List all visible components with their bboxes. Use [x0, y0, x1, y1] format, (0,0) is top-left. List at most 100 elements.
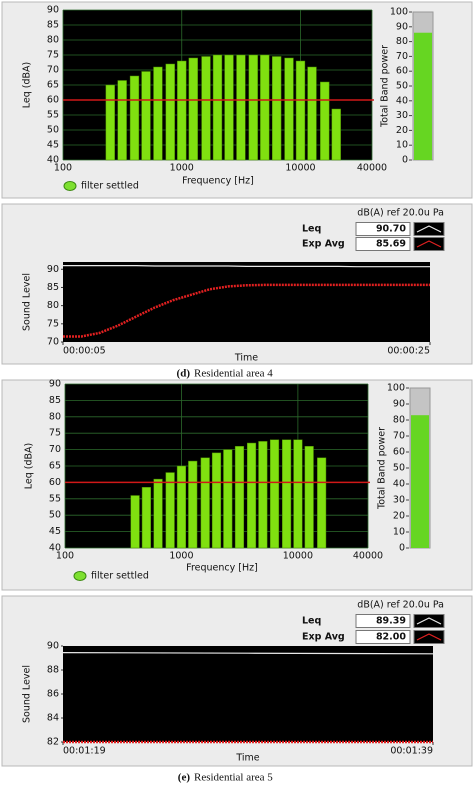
x-tick-label: 1000 [169, 551, 193, 562]
y-tick-label: 45 [47, 140, 59, 151]
y-tick-label: 45 [49, 526, 61, 537]
bar [117, 80, 127, 161]
y-tick-label: 40 [49, 543, 61, 554]
y-tick-label: 80 [47, 300, 59, 311]
bar [269, 439, 280, 549]
bar [224, 54, 234, 161]
line-swatch [413, 630, 445, 644]
x-axis-label: Time [234, 353, 258, 364]
bar [176, 465, 187, 549]
y-tick-label: 40 [393, 479, 405, 490]
bar [234, 446, 245, 549]
y-tick-label: 90 [396, 21, 408, 32]
readout-name: Leq [302, 224, 321, 235]
bar [105, 84, 115, 161]
y-tick-label: 82 [47, 737, 59, 748]
y-tick-label: 10 [393, 527, 405, 538]
caption: Residential area 5 [194, 772, 273, 784]
y-tick-label: 30 [396, 110, 408, 121]
bar [200, 457, 210, 549]
bar [236, 54, 246, 161]
x-tick-label: 100 [54, 163, 72, 174]
bar [165, 472, 175, 549]
series-line [63, 265, 430, 268]
y-tick-label: 85 [47, 20, 59, 31]
x-tick-label: 00:00:05 [63, 346, 106, 357]
series-line [63, 283, 430, 338]
status-led [63, 181, 77, 191]
y-tick-label: 70 [47, 65, 59, 76]
y-tick-label: 70 [49, 444, 61, 455]
y-tick-label: 50 [47, 125, 59, 136]
bar [282, 439, 292, 549]
x-tick-label: 40000 [353, 551, 383, 562]
gauge-fill [411, 415, 429, 548]
bar [188, 57, 198, 161]
readout-name: Leq [302, 616, 321, 627]
y-tick-label: 10 [396, 140, 408, 151]
readout-box [355, 237, 411, 251]
y-tick-label: 90 [393, 399, 405, 410]
y-tick-label: 40 [396, 95, 408, 106]
y-tick-label: 70 [47, 337, 59, 348]
gauge-label: Total Band power [377, 427, 388, 510]
bar [248, 54, 258, 161]
readout-value: 82.00 [376, 632, 406, 643]
bar [223, 449, 233, 549]
status-led [73, 571, 87, 581]
bar [320, 81, 330, 161]
y-tick-label: 50 [393, 463, 405, 474]
y-tick-label: 70 [396, 51, 408, 62]
bar [304, 446, 314, 549]
bar [331, 108, 341, 161]
bar [212, 54, 223, 161]
x-tick-label: 100 [56, 551, 74, 562]
bar [141, 71, 151, 161]
readout-header: dB(A) ref 20.0u Pa [357, 600, 444, 611]
y-tick-label: 85 [47, 282, 59, 293]
x-tick-label: 00:00:25 [387, 346, 430, 357]
x-axis-label: Time [235, 753, 259, 764]
y-tick-label: 100 [390, 7, 408, 18]
y-tick-label: 65 [49, 461, 61, 472]
y-tick-label: 50 [49, 510, 61, 521]
line-swatch [413, 614, 445, 628]
y-tick-label: 84 [47, 713, 59, 724]
y-tick-label: 75 [47, 318, 59, 329]
y-tick-label: 30 [393, 495, 405, 506]
swatch-line [416, 617, 442, 625]
swatch-line [416, 240, 442, 248]
bar [258, 441, 268, 549]
readout-box [355, 222, 411, 236]
y-axis-label: Sound Level [22, 665, 33, 723]
readout-value: 85.69 [376, 239, 406, 250]
y-tick-label: 90 [47, 641, 59, 652]
bar [295, 60, 306, 161]
y-tick-label: 85 [49, 395, 61, 406]
x-axis-label: Frequency [Hz] [182, 176, 254, 187]
y-tick-label: 90 [47, 5, 59, 16]
swatch-line [416, 633, 442, 641]
bar [153, 66, 163, 161]
x-axis-label: Frequency [Hz] [186, 563, 258, 574]
y-tick-label: 55 [47, 110, 59, 121]
bar [246, 442, 257, 549]
bar [165, 63, 175, 161]
y-tick-label: 0 [402, 155, 408, 166]
caption: Residential area 4 [194, 368, 273, 380]
readout-box [355, 614, 411, 628]
bar [211, 452, 222, 549]
gauge-label: Total Band power [380, 45, 391, 128]
bar [129, 75, 140, 161]
readout-name: Exp Avg [302, 632, 345, 643]
bar [260, 54, 270, 161]
x-tick-label: 00:01:39 [390, 746, 433, 757]
bar [177, 60, 187, 161]
y-tick-label: 80 [393, 415, 405, 426]
y-tick-label: 75 [49, 428, 61, 439]
bar [141, 487, 151, 549]
y-tick-label: 60 [393, 447, 405, 458]
plot-area [63, 262, 430, 342]
y-tick-label: 80 [396, 36, 408, 47]
